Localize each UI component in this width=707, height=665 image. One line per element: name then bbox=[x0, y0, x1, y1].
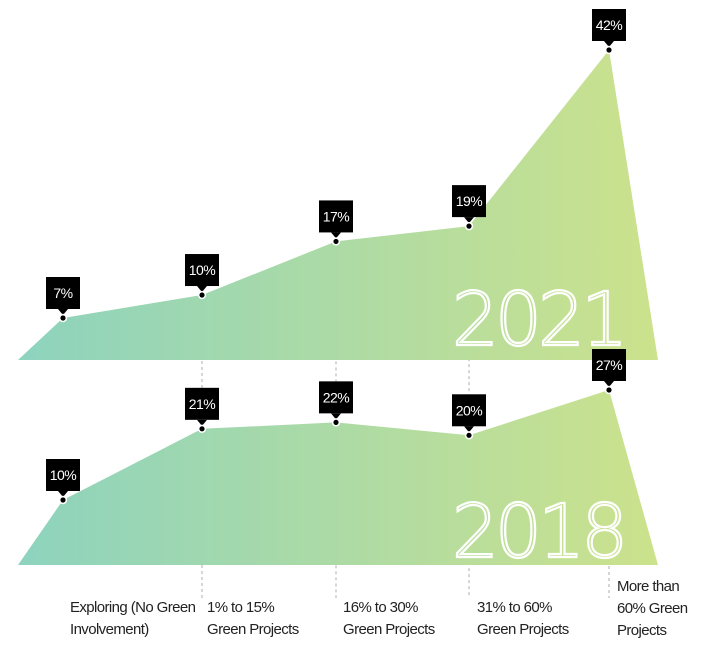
category-label-line: Projects bbox=[617, 622, 667, 639]
category-label-line: 1% to 15% bbox=[207, 599, 275, 616]
data-label-2018-1: 21% bbox=[185, 387, 219, 434]
label-pointer bbox=[58, 491, 68, 497]
data-label-2018-3: 20% bbox=[452, 394, 486, 440]
category-label-0: Exploring (No Green Involvement) bbox=[70, 597, 196, 641]
data-point-core bbox=[199, 426, 205, 432]
label-pointer bbox=[464, 426, 474, 433]
label-box bbox=[452, 394, 486, 427]
label-pointer bbox=[331, 232, 341, 239]
data-point-core bbox=[466, 223, 472, 229]
data-label-text: 7% bbox=[53, 285, 72, 301]
label-pointer bbox=[604, 41, 614, 47]
label-box bbox=[452, 185, 486, 218]
category-label-1: 1% to 15% Green Projects bbox=[207, 597, 299, 641]
data-label-2018-2: 22% bbox=[319, 381, 353, 427]
label-pointer bbox=[331, 413, 341, 420]
data-label-text: 20% bbox=[456, 402, 483, 418]
data-point-core bbox=[606, 387, 612, 393]
label-box bbox=[592, 349, 626, 381]
category-label-line: More than bbox=[617, 578, 680, 595]
series-name-2018: 2018 bbox=[452, 489, 624, 575]
data-point-core bbox=[466, 432, 472, 438]
category-label-line: Green Projects bbox=[477, 621, 569, 638]
area-series-2018 bbox=[18, 390, 658, 565]
label-box bbox=[319, 381, 353, 414]
label-pointer bbox=[464, 217, 474, 224]
data-label-2021-1: 10% bbox=[185, 254, 219, 300]
category-label-line: 60% Green bbox=[617, 600, 688, 617]
data-label-2021-3: 19% bbox=[452, 185, 486, 231]
category-label-line: 31% to 60% bbox=[477, 599, 552, 616]
data-label-text: 21% bbox=[189, 396, 216, 412]
data-point-core bbox=[333, 419, 339, 425]
label-box bbox=[592, 9, 626, 41]
category-label-line: Green Projects bbox=[343, 621, 435, 638]
data-label-text: 42% bbox=[596, 17, 623, 33]
label-pointer bbox=[58, 309, 68, 315]
data-point-core bbox=[60, 497, 66, 503]
data-label-text: 27% bbox=[596, 357, 623, 373]
category-label-line: 16% to 30% bbox=[343, 599, 418, 616]
label-box bbox=[46, 277, 80, 309]
category-label-4: More than 60% Green Projects bbox=[617, 576, 688, 642]
data-label-2018-4: 27% bbox=[592, 349, 626, 395]
category-label-2: 16% to 30% Green Projects bbox=[343, 597, 435, 641]
data-label-2021-4: 42% bbox=[592, 9, 626, 55]
data-point-core bbox=[333, 238, 339, 245]
category-label-line: Involvement) bbox=[70, 621, 149, 638]
label-box bbox=[46, 459, 80, 491]
category-label-3: 31% to 60% Green Projects bbox=[477, 597, 569, 641]
data-point-core bbox=[199, 292, 205, 298]
data-label-2021-0: 7% bbox=[46, 277, 80, 323]
label-box bbox=[185, 254, 219, 287]
data-label-text: 10% bbox=[189, 262, 216, 278]
label-pointer bbox=[197, 286, 207, 293]
data-label-text: 17% bbox=[323, 208, 350, 224]
label-box bbox=[319, 200, 353, 233]
data-label-text: 22% bbox=[323, 389, 350, 405]
label-pointer bbox=[197, 419, 207, 426]
label-pointer bbox=[604, 381, 614, 387]
category-label-line: Exploring (No Green bbox=[70, 599, 196, 616]
data-label-text: 19% bbox=[456, 193, 483, 209]
data-label-2021-2: 17% bbox=[319, 200, 353, 246]
area-series-2021 bbox=[18, 50, 658, 360]
label-box bbox=[185, 387, 219, 420]
data-point-core bbox=[606, 47, 612, 53]
area-series-layer bbox=[18, 50, 658, 565]
data-label-2018-0: 10% bbox=[46, 459, 80, 505]
data-point-core bbox=[60, 315, 66, 321]
data-label-text: 10% bbox=[50, 467, 77, 483]
category-label-line: Green Projects bbox=[207, 621, 299, 638]
